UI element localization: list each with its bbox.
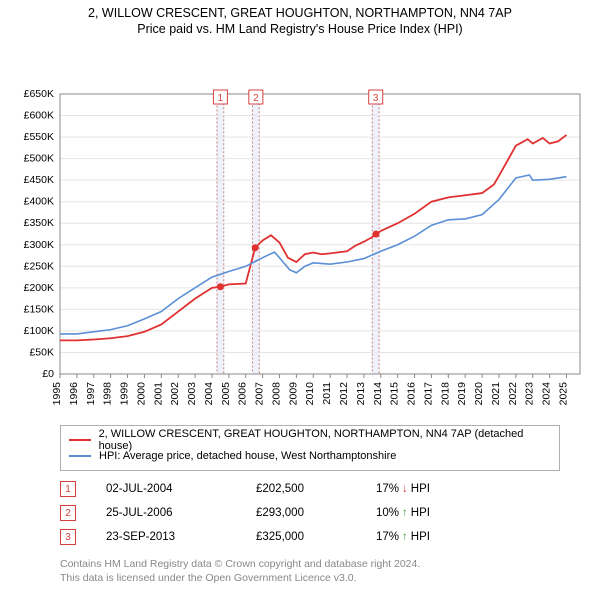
svg-text:£300K: £300K: [24, 239, 54, 251]
marker-row-1: 1 02-JUL-2004 £202,500 17% ↓ HPI: [60, 477, 560, 501]
svg-text:2008: 2008: [270, 382, 282, 406]
svg-text:2014: 2014: [372, 382, 384, 406]
page: 2, WILLOW CRESCENT, GREAT HOUGHTON, NORT…: [0, 0, 600, 585]
svg-text:1997: 1997: [85, 382, 97, 406]
svg-text:£650K: £650K: [24, 88, 54, 100]
marker-pct-value: 10%: [376, 507, 399, 519]
legend-label: 2, WILLOW CRESCENT, GREAT HOUGHTON, NORT…: [99, 428, 551, 452]
marker-pct-value: 17%: [376, 483, 399, 495]
svg-text:2004: 2004: [203, 382, 215, 406]
svg-text:2006: 2006: [237, 382, 249, 406]
marker-date: 23-SEP-2013: [106, 531, 256, 543]
arrow-up-icon: ↑: [402, 531, 408, 543]
svg-text:2005: 2005: [220, 382, 232, 406]
marker-number-box: 3: [60, 529, 76, 545]
svg-text:2013: 2013: [355, 382, 367, 406]
svg-text:£600K: £600K: [24, 110, 54, 122]
svg-text:2012: 2012: [338, 382, 350, 406]
title-block: 2, WILLOW CRESCENT, GREAT HOUGHTON, NORT…: [0, 0, 600, 36]
marker-pct-tag: HPI: [411, 531, 430, 543]
svg-text:2022: 2022: [507, 382, 519, 406]
svg-text:£100K: £100K: [24, 325, 54, 337]
marker-price: £293,000: [256, 507, 376, 519]
svg-text:2000: 2000: [135, 382, 147, 406]
svg-text:2003: 2003: [186, 382, 198, 406]
svg-text:£50K: £50K: [29, 346, 54, 358]
svg-text:£0: £0: [42, 368, 54, 380]
marker-pct: 17% ↑ HPI: [376, 531, 456, 543]
svg-text:£450K: £450K: [24, 174, 54, 186]
marker-pct-tag: HPI: [411, 507, 430, 519]
svg-text:£550K: £550K: [24, 131, 54, 143]
footer-line-2: This data is licensed under the Open Gov…: [60, 571, 560, 585]
marker-number: 2: [65, 508, 71, 519]
svg-text:2024: 2024: [541, 382, 553, 406]
marker-table: 1 02-JUL-2004 £202,500 17% ↓ HPI 2 25-JU…: [60, 477, 560, 549]
line-chart: £0 £50K £100K £150K £200K £250K £300K £350K £400…: [0, 44, 600, 419]
marker-number-box: 1: [60, 481, 76, 497]
title-line-2: Price paid vs. HM Land Registry's House …: [0, 22, 600, 36]
svg-text:2018: 2018: [439, 382, 451, 406]
legend-swatch: [69, 455, 91, 457]
svg-text:2002: 2002: [169, 382, 181, 406]
title-line-1: 2, WILLOW CRESCENT, GREAT HOUGHTON, NORT…: [0, 6, 600, 20]
svg-text:£250K: £250K: [24, 260, 54, 272]
legend-item-property: 2, WILLOW CRESCENT, GREAT HOUGHTON, NORT…: [69, 432, 551, 448]
marker-date: 25-JUL-2006: [106, 507, 256, 519]
arrow-up-icon: ↑: [402, 507, 408, 519]
marker-number: 3: [65, 532, 71, 543]
svg-text:2: 2: [253, 93, 259, 104]
svg-text:1998: 1998: [102, 382, 114, 406]
legend-swatch: [69, 439, 91, 441]
svg-text:2011: 2011: [321, 382, 333, 405]
svg-text:2017: 2017: [422, 382, 434, 406]
svg-text:£150K: £150K: [24, 303, 54, 315]
marker-date: 02-JUL-2004: [106, 483, 256, 495]
svg-text:2009: 2009: [287, 382, 299, 406]
svg-text:£200K: £200K: [24, 282, 54, 294]
marker-row-3: 3 23-SEP-2013 £325,000 17% ↑ HPI: [60, 525, 560, 549]
marker-pct: 17% ↓ HPI: [376, 483, 456, 495]
svg-text:1996: 1996: [68, 382, 80, 406]
marker-pct-value: 17%: [376, 531, 399, 543]
marker-number-box: 2: [60, 505, 76, 521]
svg-text:3: 3: [373, 93, 379, 104]
marker-row-2: 2 25-JUL-2006 £293,000 10% ↑ HPI: [60, 501, 560, 525]
svg-text:2007: 2007: [254, 382, 266, 406]
svg-text:1: 1: [218, 93, 224, 104]
marker-pct-tag: HPI: [411, 483, 430, 495]
svg-text:2023: 2023: [524, 382, 536, 406]
marker-number: 1: [65, 484, 71, 495]
marker-pct: 10% ↑ HPI: [376, 507, 456, 519]
svg-text:1999: 1999: [119, 382, 131, 406]
svg-text:2001: 2001: [152, 382, 164, 406]
svg-text:2020: 2020: [473, 382, 485, 406]
svg-text:2016: 2016: [406, 382, 418, 406]
legend: 2, WILLOW CRESCENT, GREAT HOUGHTON, NORT…: [60, 425, 560, 471]
svg-text:2015: 2015: [389, 382, 401, 406]
marker-price: £202,500: [256, 483, 376, 495]
marker-price: £325,000: [256, 531, 376, 543]
svg-text:2019: 2019: [456, 382, 468, 406]
svg-text:2025: 2025: [557, 382, 569, 406]
legend-label: HPI: Average price, detached house, West…: [99, 450, 396, 462]
svg-text:2010: 2010: [304, 382, 316, 406]
footer-line-1: Contains HM Land Registry data © Crown c…: [60, 557, 560, 571]
svg-text:£350K: £350K: [24, 217, 54, 229]
footer: Contains HM Land Registry data © Crown c…: [60, 557, 560, 585]
svg-text:£500K: £500K: [24, 153, 54, 165]
arrow-down-icon: ↓: [402, 483, 408, 495]
svg-text:£400K: £400K: [24, 196, 54, 208]
svg-text:1995: 1995: [51, 382, 63, 406]
svg-text:2021: 2021: [490, 382, 502, 406]
